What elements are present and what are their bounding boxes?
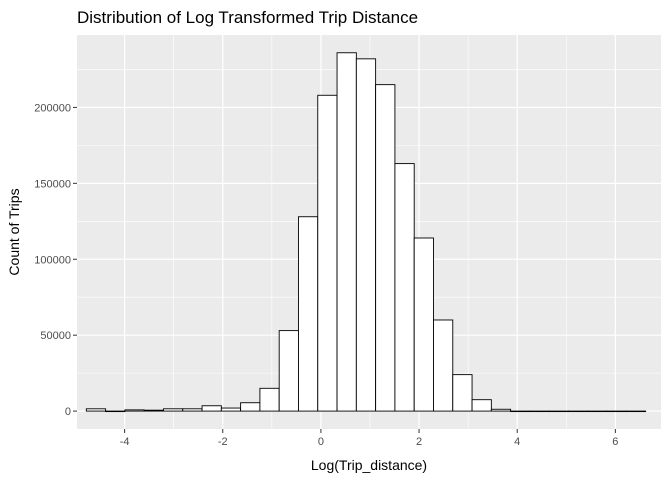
y-tick-label: 100000 <box>34 254 71 266</box>
histogram-bar <box>355 58 377 412</box>
histogram-bar <box>452 374 473 412</box>
histogram-bar <box>394 163 415 412</box>
histogram-bar <box>587 410 608 413</box>
y-axis: 0 50000 100000 150000 200000 <box>34 102 77 418</box>
histogram-bar <box>510 410 531 413</box>
histogram-bars <box>85 52 647 413</box>
chart-title: Distribution of Log Transformed Trip Dis… <box>77 8 418 27</box>
histogram-bar <box>143 409 164 412</box>
histogram-bar <box>568 410 589 413</box>
histogram-bar <box>220 407 242 412</box>
histogram-bar <box>298 216 319 412</box>
histogram-bar <box>490 408 512 412</box>
histogram-bar <box>471 399 492 412</box>
x-axis: -4 -2 0 2 4 6 <box>120 429 618 448</box>
histogram-bar <box>375 84 396 412</box>
x-tick-label: 0 <box>318 436 324 448</box>
x-tick-label: 4 <box>514 436 520 448</box>
histogram-bar <box>163 408 184 412</box>
histogram-bar <box>433 319 454 412</box>
histogram-bar <box>182 408 203 412</box>
histogram-bar <box>201 405 222 412</box>
x-axis-title: Log(Trip_distance) <box>311 457 427 473</box>
histogram-bar <box>529 410 550 413</box>
histogram-bar <box>124 409 145 412</box>
y-tick-label: 200000 <box>34 102 71 114</box>
histogram-bar <box>625 410 647 413</box>
histogram-bar <box>85 408 107 412</box>
histogram-bar <box>413 237 434 412</box>
y-tick-label: 150000 <box>34 178 71 190</box>
histogram-bar <box>259 387 280 412</box>
x-tick-label: -2 <box>218 436 228 448</box>
x-tick-label: -4 <box>120 436 130 448</box>
y-axis-title: Count of Trips <box>6 188 22 275</box>
y-tick-label: 0 <box>65 406 71 418</box>
x-tick-label: 2 <box>416 436 422 448</box>
y-tick-label: 50000 <box>40 330 71 342</box>
histogram-bar <box>278 330 299 412</box>
x-tick-label: 6 <box>612 436 618 448</box>
histogram-bar <box>317 94 338 412</box>
histogram-bar <box>548 410 569 413</box>
histogram-bar <box>606 410 627 413</box>
histogram-bar <box>105 410 126 413</box>
histogram-bar <box>240 402 261 412</box>
histogram-bar <box>336 52 357 412</box>
